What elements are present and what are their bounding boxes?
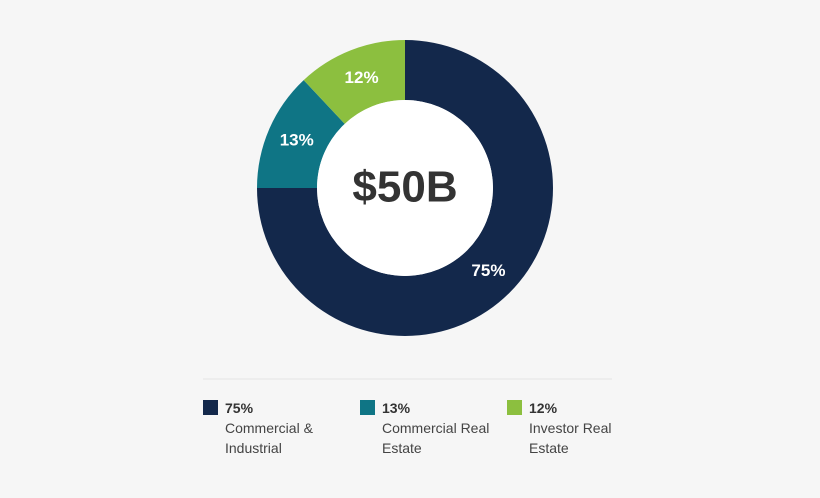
center-label: $50B [352,163,457,212]
slice-label: 13% [280,131,314,150]
slice-label: 75% [471,261,505,280]
slice [303,40,405,124]
legend: 75% Commercial & Industrial 13% Commercial … [203,398,623,468]
legend-value: 75% [225,400,254,416]
legend-value: 12% [529,400,558,416]
slice [257,80,345,188]
legend-item: 12% Investor Real Estate [507,398,647,458]
legend-swatch [203,400,218,415]
legend-label: Investor Real Estate [529,420,612,456]
legend-swatch [360,400,375,415]
legend-swatch [507,400,522,415]
donut-hole [317,100,493,276]
legend-item: 75% Commercial & Industrial [203,398,343,458]
slice [257,40,553,336]
legend-label: Commercial Real Estate [382,420,490,456]
slice-label: 12% [345,68,379,87]
legend-label: Commercial & Industrial [225,420,313,456]
legend-value: 13% [382,400,411,416]
legend-item: 13% Commercial Real Estate [360,398,500,458]
